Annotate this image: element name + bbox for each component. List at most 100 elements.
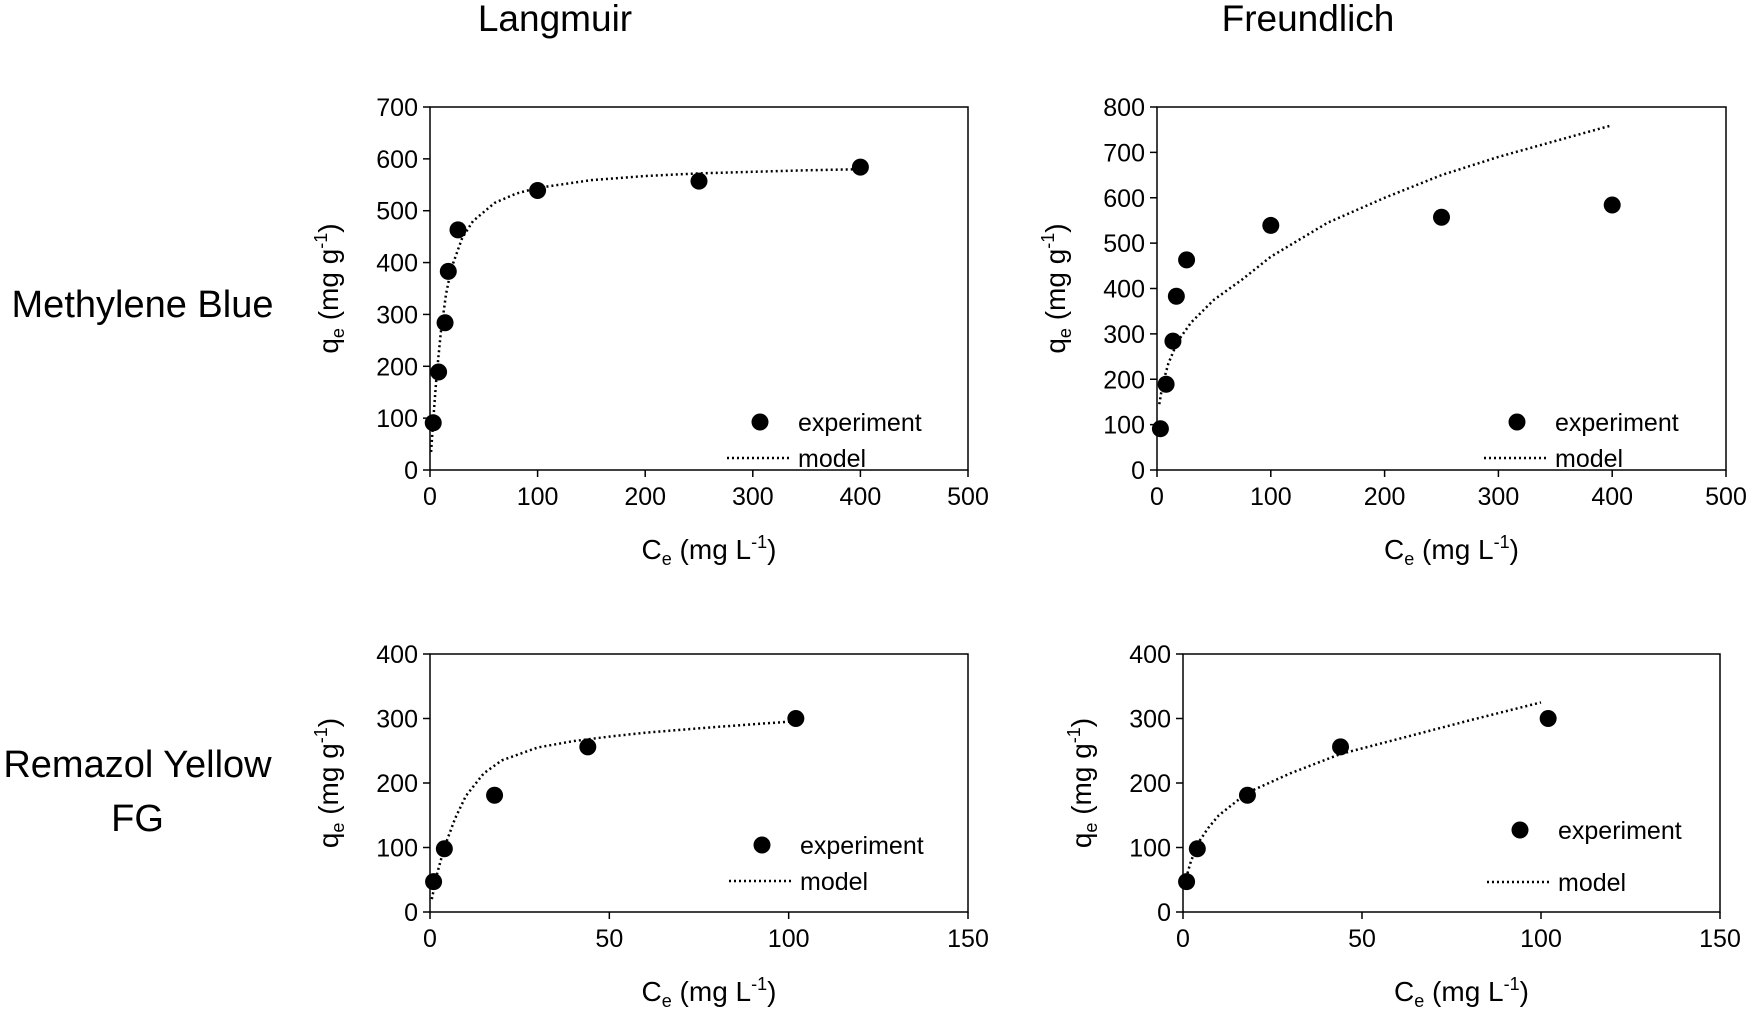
experiment-point — [851, 158, 869, 176]
experiment-point — [439, 262, 457, 280]
model-line — [429, 167, 861, 452]
model-line — [1183, 701, 1542, 884]
y-tick-label: 400 — [1103, 276, 1145, 304]
y-axis-label: qe (mg g-1) — [311, 223, 348, 353]
y-tick-label: 0 — [404, 457, 418, 485]
experiment-point — [486, 786, 504, 804]
experiment-point — [1178, 873, 1196, 891]
y-tick-label: 0 — [404, 899, 418, 927]
y-tick-label: 100 — [376, 835, 418, 863]
y-tick-label: 600 — [376, 146, 418, 174]
experiment-point — [1262, 216, 1280, 234]
y-tick-label: 100 — [1103, 412, 1145, 440]
x-tick-label: 50 — [1348, 925, 1376, 953]
experiment-point — [1151, 420, 1169, 438]
y-tick-label: 200 — [1103, 366, 1145, 394]
y-tick-label: 300 — [376, 301, 418, 329]
chart-mb-freundlich: 0 100 200 300 400 500 0 100 200 300 400 500 600 700 80… — [1038, 94, 1747, 569]
plot-frame — [429, 653, 969, 913]
plot-frame — [429, 106, 969, 471]
experiment-point — [436, 314, 454, 332]
x-tick-label: 400 — [840, 483, 882, 511]
x-tick-label: 200 — [624, 483, 666, 511]
legend: experiment model — [1487, 817, 1682, 897]
experiment-point — [1164, 332, 1182, 350]
x-tick-label: 300 — [732, 483, 774, 511]
y-tick-label: 0 — [1157, 899, 1171, 927]
legend-experiment-label: experiment — [1558, 817, 1682, 845]
plot-frame — [1182, 653, 1721, 913]
y-tick-label: 100 — [1129, 835, 1171, 863]
column-header-langmuir: Langmuir — [477, 0, 633, 39]
x-tick-label: 100 — [1250, 483, 1292, 511]
legend-experiment-marker — [1511, 821, 1529, 839]
experiment-point — [424, 414, 442, 432]
experiment-point — [449, 221, 467, 239]
model-line — [1158, 123, 1613, 405]
row-header-remazol-yellow: Remazol Yellow FG — [0, 738, 275, 846]
y-tick-label: 200 — [376, 770, 418, 798]
row-header-line-1: Remazol Yellow — [3, 744, 272, 786]
legend-experiment-label: experiment — [1555, 409, 1679, 437]
experiment-point — [1157, 375, 1175, 393]
x-tick-label: 0 — [1150, 483, 1164, 511]
x-tick-label: 50 — [595, 925, 623, 953]
y-tick-label: 500 — [376, 198, 418, 226]
experiment-point — [579, 738, 597, 756]
y-tick-label: 800 — [1103, 94, 1145, 122]
x-tick-label: 0 — [423, 483, 437, 511]
x-tick-label: 100 — [1520, 925, 1562, 953]
y-tick-label: 300 — [1103, 321, 1145, 349]
legend: experiment model — [1484, 409, 1679, 473]
experiment-point — [425, 873, 443, 891]
legend-experiment-marker — [1508, 413, 1526, 431]
experiment-point — [1539, 710, 1557, 727]
legend-model-label: model — [798, 445, 866, 473]
legend-experiment-marker — [753, 836, 771, 854]
chart-ry-freundlich: 0 50 100 150 0 100 200 300 400 Ce (mg L-1) qe (mg … — [1064, 641, 1741, 1011]
x-tick-label: 100 — [768, 925, 810, 953]
y-tick-label: 200 — [1129, 770, 1171, 798]
y-axis-label: qe (mg g-1) — [1038, 223, 1075, 353]
experiment-point — [1433, 208, 1450, 226]
x-tick-label: 0 — [423, 925, 437, 953]
experiment-point — [1332, 738, 1350, 756]
x-axis-label: Ce (mg L-1) — [642, 532, 777, 569]
model-line — [430, 720, 789, 900]
column-header-freundlich: Freundlich — [1221, 0, 1395, 39]
x-tick-label: 0 — [1176, 925, 1190, 953]
legend-model-label: model — [1558, 869, 1626, 897]
legend-experiment-label: experiment — [798, 409, 922, 437]
y-tick-label: 300 — [1129, 706, 1171, 734]
x-tick-label: 500 — [1705, 483, 1747, 511]
y-tick-label: 100 — [376, 405, 418, 433]
y-tick-label: 400 — [1129, 641, 1171, 669]
legend-model-label: model — [1555, 445, 1623, 473]
x-tick-label: 200 — [1364, 483, 1406, 511]
experiment-point — [529, 181, 547, 199]
row-header-methylene-blue: Methylene Blue — [11, 284, 274, 326]
row-header-line-2: FG — [111, 798, 164, 840]
x-tick-label: 150 — [947, 925, 989, 953]
chart-mb-langmuir: 0 100 200 300 400 500 0 100 200 300 400 500 600 700 Ce… — [311, 94, 989, 569]
y-axis-label: qe (mg g-1) — [1064, 718, 1101, 848]
x-tick-label: 150 — [1699, 925, 1741, 953]
y-tick-label: 300 — [376, 706, 418, 734]
y-tick-label: 400 — [376, 641, 418, 669]
chart-ry-langmuir: 0 50 100 150 0 100 200 300 400 Ce (mg L-1) qe (mg … — [311, 641, 989, 1011]
x-tick-label: 400 — [1591, 483, 1633, 511]
experiment-point — [1178, 251, 1196, 269]
x-axis-label: Ce (mg L-1) — [1394, 974, 1529, 1011]
experiment-point — [787, 710, 805, 727]
y-tick-label: 700 — [1103, 139, 1145, 167]
x-axis-label: Ce (mg L-1) — [642, 974, 777, 1011]
legend: experiment model — [729, 832, 924, 896]
legend-experiment-label: experiment — [800, 832, 924, 860]
x-tick-label: 300 — [1478, 483, 1520, 511]
experiment-point — [1167, 287, 1185, 305]
y-axis-label: qe (mg g-1) — [311, 718, 348, 848]
y-tick-label: 500 — [1103, 230, 1145, 258]
y-tick-label: 400 — [376, 250, 418, 278]
experiment-point — [430, 363, 448, 381]
